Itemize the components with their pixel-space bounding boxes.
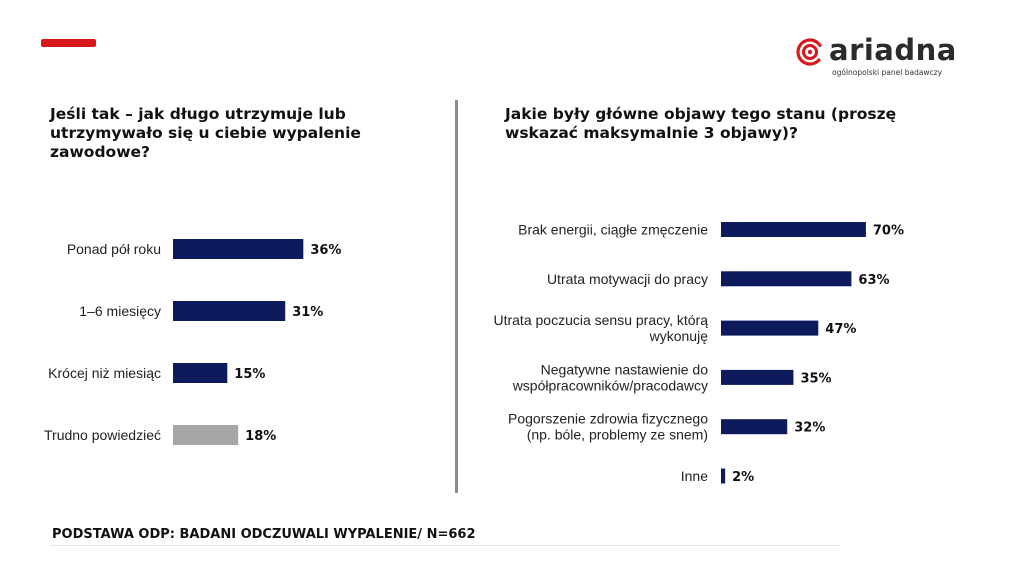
value-label: 35% [800, 371, 831, 386]
ariadna-logo-mark-icon [796, 38, 824, 66]
value-label: 15% [234, 367, 265, 382]
footer-rule [50, 545, 840, 546]
value-label: 31% [292, 305, 323, 320]
value-label: 32% [794, 421, 825, 436]
right-question-title: Jakie były główne objawy tego stanu (pro… [505, 105, 897, 142]
bar [721, 271, 852, 287]
bar [173, 301, 286, 321]
category-label: (np. bóle, problemy ze snem) [527, 427, 708, 443]
ariadna-logo: ariadna ogólnopolski panel badawczy [795, 33, 957, 82]
category-label: 1–6 miesięcy [79, 303, 161, 319]
category-label: Utrata poczucia sensu pracy, którą [493, 312, 708, 328]
category-label: Utrata motywacji do pracy [547, 271, 708, 287]
category-label: Krócej niż miesiąc [48, 365, 161, 381]
bar [721, 369, 794, 385]
logo-tagline: ogólnopolski panel badawczy [832, 68, 943, 77]
bar [721, 419, 788, 435]
category-label: Pogorszenie zdrowia fizycznego [508, 411, 708, 427]
category-label: współpracowników/pracodawcy [512, 377, 708, 393]
accent-bar [41, 39, 96, 47]
bar [173, 363, 228, 383]
value-label: 2% [732, 470, 754, 485]
sample-base-note: PODSTAWA ODP: BADANI ODCZUWALI WYPALENIE… [52, 527, 476, 542]
category-label: Negatywne nastawienie do [541, 361, 709, 377]
value-label: 63% [858, 273, 889, 288]
category-label: Ponad pół roku [67, 241, 161, 257]
bar [721, 320, 819, 336]
category-label: Brak energii, ciągłe zmęczenie [518, 222, 708, 238]
category-label: Trudno powiedzieć [44, 427, 161, 443]
value-label: 18% [245, 429, 276, 444]
value-label: 70% [873, 224, 904, 239]
left-question-title: Jeśli tak – jak długo utrzymuje lub utrz… [50, 105, 361, 161]
value-label: 36% [310, 243, 341, 258]
panel-divider [455, 100, 458, 493]
bar [173, 425, 239, 445]
logo-wordmark: ariadna [829, 33, 957, 67]
bar [173, 239, 304, 259]
value-label: 47% [825, 322, 856, 337]
category-label: wykonuję [649, 328, 709, 344]
bar [721, 468, 726, 484]
bar [721, 222, 866, 237]
category-label: Inne [681, 468, 708, 484]
